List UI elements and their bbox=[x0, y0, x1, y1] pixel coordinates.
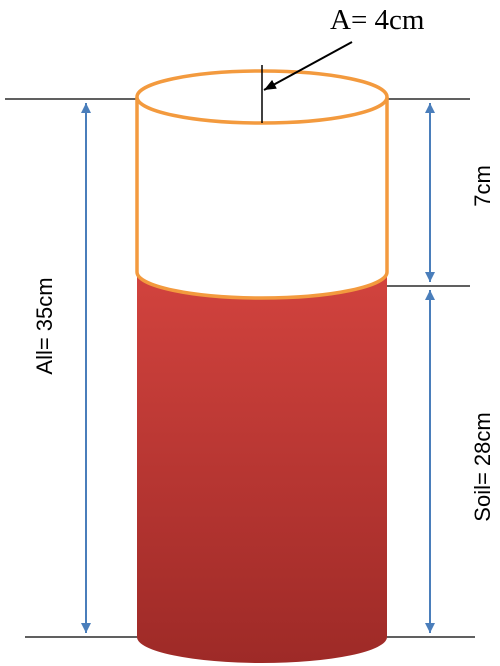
radius-label: A= 4cm bbox=[330, 4, 425, 36]
top-gap-label: 7cm bbox=[470, 165, 495, 207]
soil-surface-edge bbox=[135, 271, 389, 300]
soil-body bbox=[137, 272, 387, 663]
total-height-label: All= 35cm bbox=[32, 277, 57, 374]
soil-height-label: Soil= 28cm bbox=[470, 412, 495, 521]
radius-leader-arrow bbox=[263, 41, 353, 91]
